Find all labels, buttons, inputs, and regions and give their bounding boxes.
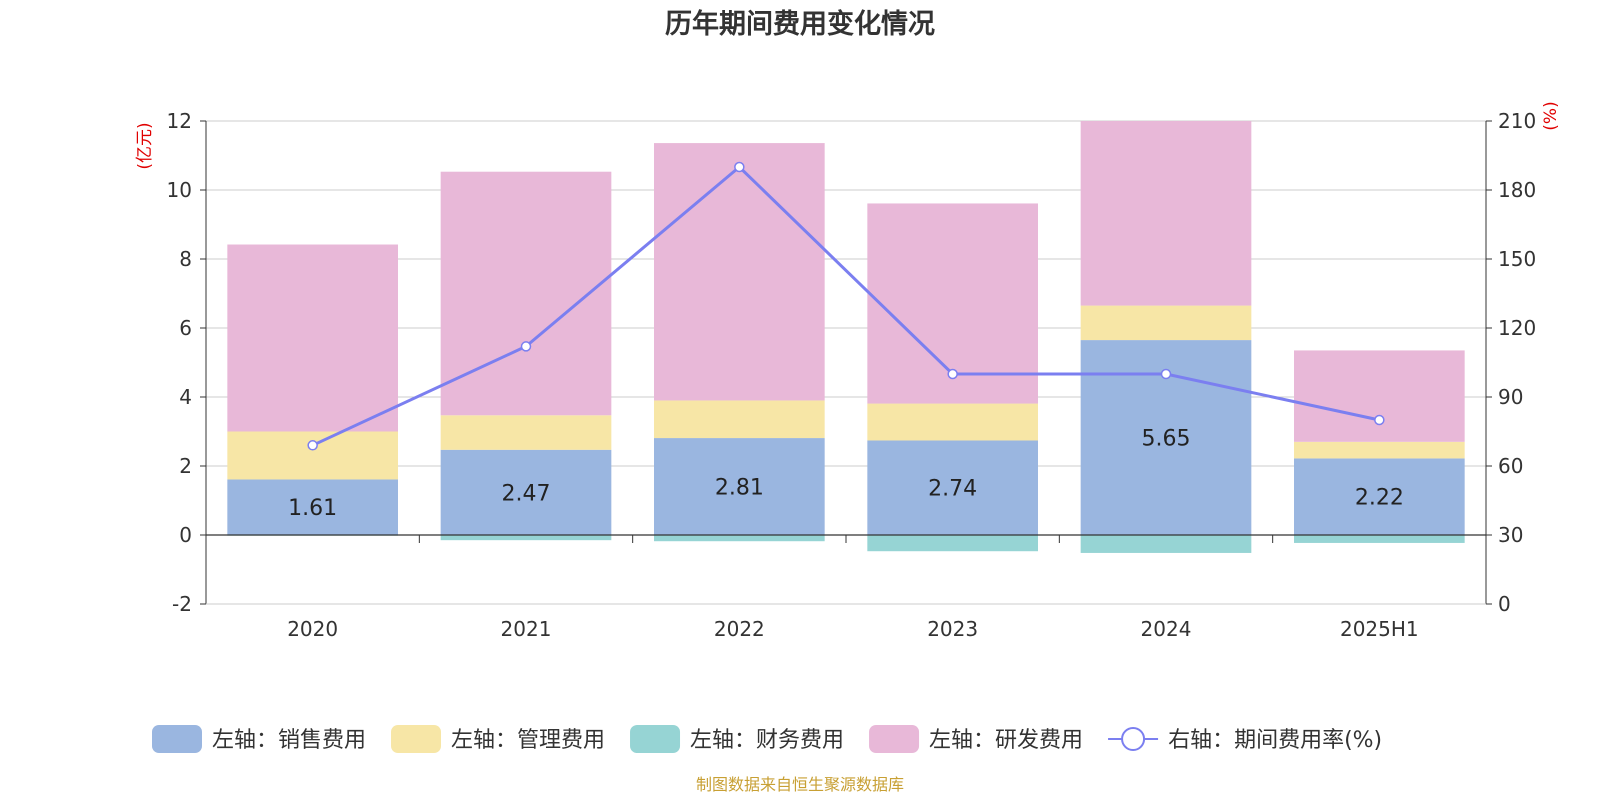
source-note: 制图数据来自恒生聚源数据库 — [696, 775, 904, 794]
x-tick-label: 2022 — [714, 617, 765, 641]
legend-swatch-1 — [152, 725, 202, 753]
rate-point-2021 — [520, 341, 532, 352]
legend-label: 左轴：销售费用 — [212, 728, 366, 753]
data-label: 2.47 — [502, 481, 551, 506]
right-tick-label: 150 — [1498, 247, 1536, 271]
rate-point-2025H1 — [1374, 414, 1385, 426]
bar-4-2021 — [440, 171, 612, 416]
right-axis-unit: (%) — [1541, 101, 1561, 130]
legend-label: 左轴：研发费用 — [929, 728, 1083, 753]
right-tick-label: 180 — [1498, 178, 1536, 202]
left-tick-label: 10 — [167, 178, 192, 202]
x-tick-label: 2023 — [927, 617, 978, 641]
x-tick-label: 2020 — [287, 617, 338, 641]
right-tick-label: 210 — [1498, 109, 1536, 133]
bar-4-2024 — [1080, 121, 1252, 306]
rate-point-2023 — [947, 368, 958, 380]
bar-1-2025H1 — [1294, 458, 1465, 535]
right-tick-label: 90 — [1498, 385, 1523, 409]
bar-2-2022 — [654, 400, 825, 439]
bar-2-2025H1 — [1294, 441, 1465, 459]
bar-2-2024 — [1080, 305, 1252, 341]
data-label: 1.61 — [288, 496, 337, 521]
left-tick-label: -2 — [172, 592, 192, 616]
bar-1-2022 — [654, 438, 825, 535]
bar-1-2020 — [227, 479, 398, 535]
bar-4-2025H1 — [1294, 350, 1465, 442]
data-labels: 1.61 2.47 2.81 2.74 5.65 2.22 — [288, 427, 1404, 522]
legend-label: 左轴：管理费用 — [451, 728, 605, 753]
left-tick-label: 2 — [179, 454, 192, 478]
right-tick-label: 0 — [1498, 592, 1511, 616]
x-tick-label: 2021 — [501, 617, 552, 641]
right-tick-label: 120 — [1498, 316, 1536, 340]
data-label: 2.22 — [1355, 486, 1404, 511]
bar-3-2021 — [440, 535, 612, 541]
legend-swatch-2 — [391, 725, 442, 753]
bar-3-2025H1 — [1294, 535, 1465, 543]
right-tick-label: 30 — [1498, 523, 1523, 547]
bar-1-2023 — [867, 440, 1038, 535]
bar-4-2020 — [227, 244, 398, 432]
left-tick-label: 4 — [179, 385, 192, 409]
left-tick-label: 8 — [179, 247, 192, 271]
legend: 左轴：销售费用 左轴：管理费用 左轴：财务费用 左轴：研发费用 右轴：期间费用率(%) — [152, 725, 1382, 753]
data-label: 2.74 — [928, 477, 977, 502]
right-tick-label: 60 — [1498, 454, 1523, 478]
legend-swatch-4 — [869, 725, 920, 753]
bar-3-2023 — [867, 535, 1038, 552]
bar-3-2024 — [1080, 535, 1252, 553]
legend-swatch-3 — [630, 725, 681, 753]
bar-series — [227, 121, 1465, 553]
x-tick-label: 2024 — [1141, 617, 1192, 641]
rate-point-2024 — [1160, 368, 1172, 380]
left-axis-unit: (亿元) — [135, 122, 155, 169]
left-tick-label: 6 — [179, 316, 192, 340]
legend-label: 右轴：期间费用率(%) — [1168, 728, 1382, 753]
bar-2-2021 — [440, 415, 612, 450]
left-tick-label: 0 — [179, 523, 192, 547]
x-tick-label: 2025H1 — [1340, 617, 1419, 641]
chart-title: 历年期间费用变化情况 — [665, 8, 935, 40]
legend-label: 左轴：财务费用 — [690, 728, 844, 753]
left-tick-label: 12 — [167, 109, 192, 133]
bar-2-2020 — [227, 431, 398, 480]
rate-point-2022 — [734, 161, 745, 173]
data-label: 2.81 — [715, 476, 764, 501]
data-label: 5.65 — [1142, 427, 1191, 452]
rate-line-series — [307, 161, 1385, 451]
bar-1-2021 — [440, 449, 612, 535]
bar-4-2022 — [654, 143, 825, 401]
bar-2-2023 — [867, 403, 1038, 441]
legend-line-marker — [1121, 727, 1146, 751]
rate-line — [312, 164, 1380, 447]
bar-3-2022 — [654, 535, 825, 542]
rate-point-2020 — [307, 440, 318, 451]
